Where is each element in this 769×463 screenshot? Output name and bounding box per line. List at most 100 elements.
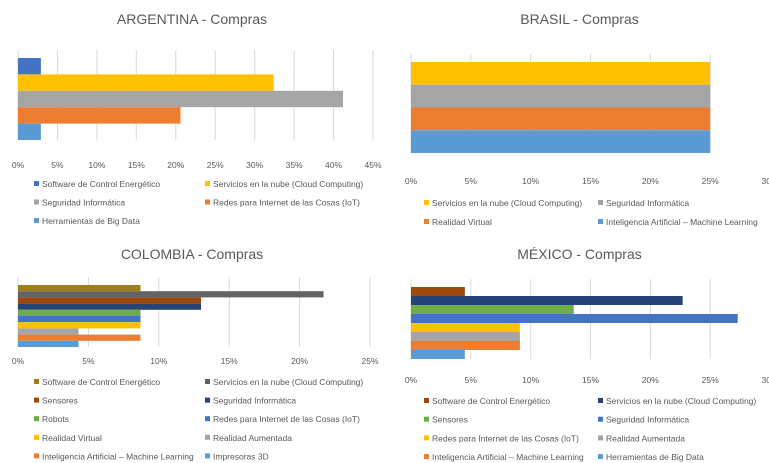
bar-argentina — [18, 74, 274, 91]
bar-colombia — [18, 303, 202, 310]
legend-swatch — [424, 398, 429, 403]
x-tick-label: 35% — [286, 160, 303, 170]
chart-title: ARGENTINA - Compras — [117, 11, 267, 27]
legend-label: Seguridad Informática — [213, 396, 296, 406]
bar-colombia — [18, 334, 141, 341]
legend-swatch — [598, 435, 603, 441]
x-tick-label: 0% — [405, 176, 418, 186]
bar-mexico — [411, 287, 465, 296]
x-tick-label: 15% — [128, 160, 145, 170]
legend-swatch — [34, 199, 39, 205]
legend-swatch — [205, 453, 210, 459]
x-tick-label: 25% — [702, 375, 719, 385]
legend-swatch — [34, 218, 39, 223]
x-tick-label: 0% — [12, 356, 25, 366]
legend-label: Realidad Aumentada — [213, 433, 292, 443]
legend-label: Redes para Internet de las Cosas (IoT) — [432, 433, 579, 443]
bar-colombia — [18, 328, 79, 335]
legend-label: Impresoras 3D — [213, 451, 269, 461]
legend-swatch — [424, 454, 429, 460]
bar-brasil — [411, 107, 711, 131]
legend-swatch — [598, 398, 603, 403]
chart-brasil: BRASIL - Compras 0% 5% 10% 15% 20% 25% 30% Servi… — [390, 0, 769, 232]
bar-mexico — [411, 341, 520, 350]
legend-label: Software de Control Energético — [42, 179, 160, 189]
x-tick-label: 10% — [522, 375, 539, 385]
legend-label: Inteligencia Artificial – Machine Learni… — [432, 452, 584, 462]
bar-brasil — [411, 84, 711, 108]
legend-swatch — [598, 416, 603, 422]
legend-label: Inteligencia Artificial – Machine Learni… — [606, 217, 758, 227]
x-tick-label: 10% — [150, 356, 167, 366]
legend-swatch — [424, 219, 429, 224]
chart-colombia-svg: COLOMBIA - Compras 0% 5% 10% 15% 20% 25% Softwa… — [12, 246, 379, 461]
chart-brasil-svg: BRASIL - Compras 0% 5% 10% 15% 20% 25% 30% Servi… — [405, 11, 769, 227]
bar-argentina — [18, 107, 181, 124]
chart-argentina-svg: ARGENTINA - Compras 0% 5% 10% 15% 20% 25% 30% 35… — [12, 11, 382, 226]
chart-title: BRASIL - Compras — [520, 11, 639, 27]
legend-swatch — [34, 416, 39, 422]
x-tick-label: 30% — [761, 375, 769, 385]
bar-colombia — [18, 316, 141, 323]
legend-label: Servicios en la nube (Cloud Computing) — [213, 377, 363, 387]
x-tick-label: 5% — [465, 176, 478, 186]
legend-swatch — [424, 435, 429, 441]
bar-argentina — [18, 90, 344, 108]
bar-colombia — [18, 340, 79, 347]
bar-brasil — [411, 62, 711, 85]
x-tick-label: 30% — [761, 176, 769, 186]
legend-label: Realidad Virtual — [432, 217, 492, 227]
bar-argentina — [18, 123, 41, 140]
legend-label: Redes para Internet de las Cosas (IoT) — [213, 198, 360, 208]
x-tick-label: 5% — [465, 375, 478, 385]
bar-mexico — [411, 314, 738, 323]
x-tick-label: 10% — [522, 176, 539, 186]
legend-swatch — [205, 416, 210, 422]
x-tick-label: 20% — [291, 356, 308, 366]
legend-swatch — [205, 199, 210, 205]
bar-mexico — [411, 305, 574, 314]
legend-swatch — [205, 379, 210, 384]
legend-label: Sensores — [42, 396, 78, 406]
legend-label: Software de Control Energético — [432, 396, 550, 406]
x-tick-label: 25% — [207, 160, 224, 170]
chart-title: MÉXICO - Compras — [517, 246, 641, 262]
bar-colombia — [18, 291, 324, 298]
bar-mexico — [411, 332, 520, 341]
x-tick-label: 5% — [51, 160, 64, 170]
legend-label: Seguridad Informática — [606, 198, 689, 208]
chart-mexico-svg: MÉXICO - Compras 0% 5% 10% 15% 20% 25% 30% Softw… — [405, 246, 769, 462]
x-tick-label: 20% — [642, 375, 659, 385]
legend-label: Robots — [42, 414, 69, 424]
legend-label: Seguridad Informática — [42, 198, 125, 208]
legend-label: Software de Control Energético — [42, 377, 160, 387]
legend-swatch — [598, 454, 603, 460]
legend-swatch — [34, 397, 39, 403]
legend-swatch — [34, 379, 39, 384]
x-tick-label: 25% — [361, 356, 378, 366]
x-tick-label: 30% — [246, 160, 263, 170]
legend-swatch — [205, 434, 210, 440]
bar-colombia — [18, 309, 141, 316]
legend-swatch — [598, 219, 603, 224]
bar-colombia — [18, 297, 202, 304]
legend-swatch — [205, 397, 210, 403]
bar-mexico — [411, 296, 683, 305]
legend-swatch — [424, 200, 429, 205]
legend-label: Redes para Internet de las Cosas (IoT) — [213, 414, 360, 424]
chart-colombia: COLOMBIA - Compras 0% 5% 10% 15% 20% 25% Softwa… — [0, 240, 384, 463]
legend-label: Herramientas de Big Data — [606, 452, 704, 462]
bar-colombia — [18, 322, 141, 329]
legend-label: Realidad Aumentada — [606, 433, 685, 443]
legend-swatch — [598, 200, 603, 205]
bar-mexico — [411, 323, 520, 332]
legend-label: Herramientas de Big Data — [42, 216, 140, 226]
legend-label: Inteligencia Artificial – Machine Learni… — [42, 451, 194, 461]
legend-label: Servicios en la nube (Cloud Computing) — [606, 396, 756, 406]
legend-swatch — [424, 416, 429, 422]
legend-swatch — [34, 181, 39, 186]
legend-label: Servicios en la nube (Cloud Computing) — [213, 179, 363, 189]
legend-swatch — [34, 434, 39, 440]
x-tick-label: 0% — [405, 375, 418, 385]
bar-mexico — [411, 350, 465, 359]
